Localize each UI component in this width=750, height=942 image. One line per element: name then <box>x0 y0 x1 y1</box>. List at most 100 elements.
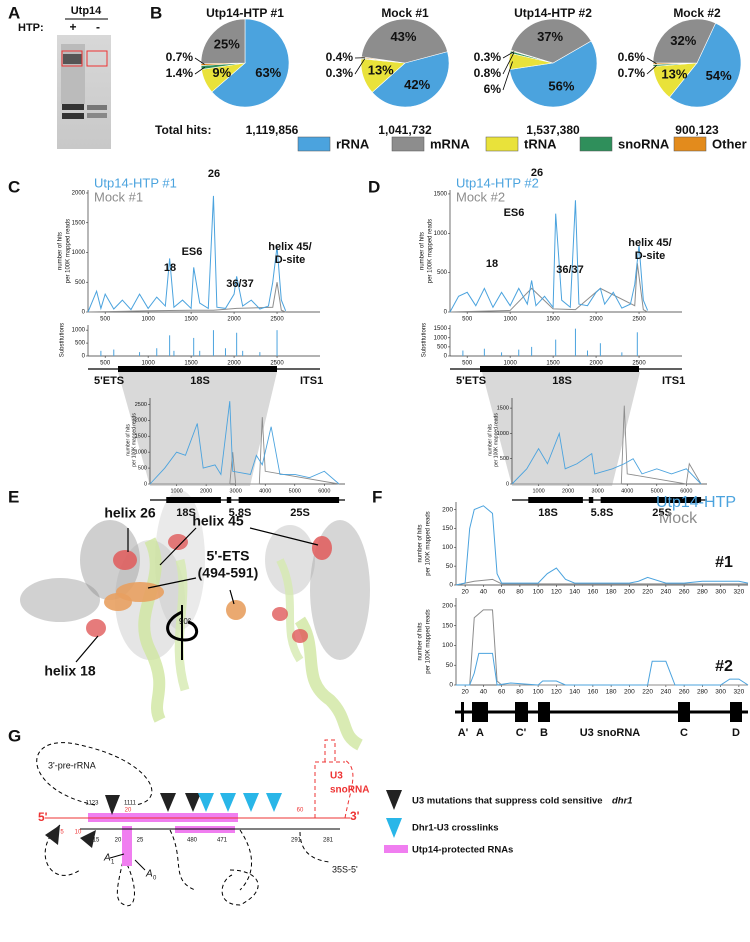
y-tick-label: 0 <box>449 682 453 689</box>
panel-label: E <box>8 487 19 506</box>
x-tick-label: 260 <box>679 589 690 596</box>
y-tick-label: 1500 <box>434 326 448 332</box>
structure-label: helix 26 <box>104 505 156 521</box>
nucleotide-number: 5 <box>60 830 64 836</box>
x-tick-label: 4000 <box>259 488 271 494</box>
data-line <box>455 505 749 586</box>
legend-label: Mock <box>659 510 698 527</box>
nucleotide-number: 1111 <box>124 801 137 807</box>
x-tick-label: 2500 <box>632 361 646 367</box>
x-tick-label: 320 <box>733 689 744 696</box>
x-tick-label: 2000 <box>589 361 603 367</box>
gel-band <box>87 113 107 118</box>
x-tick-label: 500 <box>462 317 473 323</box>
x-tick-label: 200 <box>624 689 635 696</box>
replicate-label: #2 <box>715 658 733 675</box>
gene-block <box>166 497 221 503</box>
gene-block <box>588 497 594 503</box>
y-axis-label: number of hits <box>420 232 426 270</box>
x-tick-label: 500 <box>462 361 473 367</box>
x-tick-label: 320 <box>733 589 744 596</box>
gene-label: 18S <box>176 507 196 519</box>
site-label: 1 <box>111 860 115 866</box>
pie-value-label: 32% <box>670 33 696 48</box>
nucleotide-number: 20 <box>125 808 132 814</box>
lane-label: + <box>69 20 76 34</box>
pie-slice <box>509 40 598 108</box>
y-tick-label: 500 <box>437 270 448 276</box>
data-line <box>455 578 748 586</box>
gene-block <box>118 366 277 372</box>
nucleotide-number: 10 <box>75 830 82 836</box>
gel-band <box>62 104 84 110</box>
data-line <box>449 200 649 313</box>
pie-title: Utp14-HTP #2 <box>514 6 592 20</box>
y-tick-label: 150 <box>442 525 453 532</box>
pie-value-label: 42% <box>404 77 430 92</box>
arrows <box>75 527 319 663</box>
gene-label: 5.8S <box>229 507 252 519</box>
zoom-shade <box>482 372 640 486</box>
x-tick-label: 2000 <box>227 361 241 367</box>
site-label: A <box>145 869 153 880</box>
data-line <box>150 417 340 485</box>
pie-value-label: 0.8% <box>474 66 502 80</box>
gene-label: A <box>476 727 484 739</box>
panel-label: B <box>150 3 162 22</box>
structure-left <box>20 490 205 723</box>
data-line <box>456 652 749 686</box>
strand-end: 5' <box>38 810 48 824</box>
gene-block <box>730 702 742 722</box>
x-tick-label: 3000 <box>230 488 242 494</box>
x-tick-label: 100 <box>533 689 544 696</box>
x-tick-label: 2500 <box>270 317 284 323</box>
total-hits: 1,119,856 <box>246 123 299 137</box>
y-tick-label: 1500 <box>72 220 86 226</box>
legend-label: Other <box>712 136 747 151</box>
legend-label: Utp14-protected RNAs <box>412 845 513 856</box>
legend-label: dhr1 <box>612 796 633 807</box>
x-tick-label: 1500 <box>184 317 198 323</box>
panel-label: A <box>8 3 20 22</box>
x-tick-label: 240 <box>660 689 671 696</box>
x-tick-label: 180 <box>606 589 617 596</box>
y-tick-label: 1500 <box>434 192 448 198</box>
peak-label: ES6 <box>504 207 525 219</box>
x-tick-label: 5000 <box>651 488 663 494</box>
legend-swatch <box>579 136 613 152</box>
gene-block <box>528 497 583 503</box>
legend-label: Utp14-HTP #1 <box>94 175 177 190</box>
gene-block <box>226 497 232 503</box>
legend-label: Utp14-HTP #2 <box>456 175 539 190</box>
peak-label: helix 45/ <box>628 237 671 249</box>
y-axis-label: per 100K mapped reads <box>426 511 432 575</box>
y-tick-label: 500 <box>500 456 509 462</box>
x-tick-label: 2000 <box>589 317 603 323</box>
x-tick-label: 120 <box>551 589 562 596</box>
y-axis-label: per 100K mapped reads <box>493 413 499 467</box>
x-tick-label: 2000 <box>227 317 241 323</box>
pie-slice <box>668 22 742 108</box>
peak-label: helix 45/ <box>268 241 311 253</box>
legend-label: Utp14-HTP <box>656 494 736 511</box>
nucleotide-number: 60 <box>297 808 304 814</box>
pie-slice <box>510 18 592 64</box>
y-tick-label: 1000 <box>135 450 147 456</box>
pie-value-label: 37% <box>537 29 563 44</box>
pie-value-label: 0.6% <box>618 50 646 64</box>
x-tick-label: 20 <box>462 589 470 596</box>
pie-value-label: 63% <box>255 65 281 80</box>
gene-block <box>461 702 464 722</box>
y-tick-label: 1000 <box>72 250 86 256</box>
nucleotide-number: 20 <box>115 838 122 844</box>
pie-value-label: 0.3% <box>326 66 354 80</box>
y-axis-label: per 100K mapped reads <box>426 609 432 673</box>
structure-label: (494-591) <box>198 565 259 581</box>
gel-band <box>62 113 84 119</box>
leader-line <box>502 61 513 91</box>
legend-swatch <box>485 136 519 152</box>
y-tick-label: 100 <box>442 544 453 551</box>
y-tick-label: 50 <box>446 563 454 570</box>
